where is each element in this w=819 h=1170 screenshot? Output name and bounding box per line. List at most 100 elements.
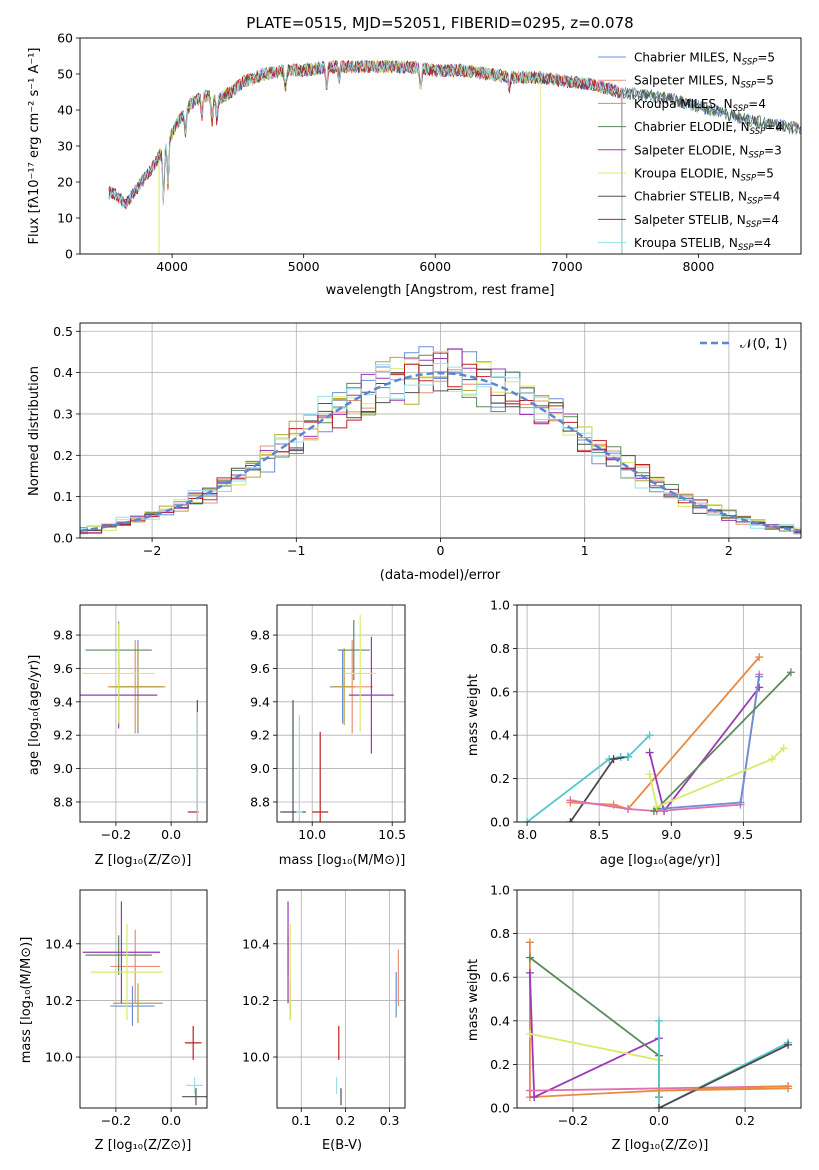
weight-marker <box>768 755 777 764</box>
weight-series-line <box>656 676 761 810</box>
plot-content <box>80 621 199 822</box>
y-tick-label: 0.6 <box>490 684 510 699</box>
axes-frame <box>276 889 406 1109</box>
x-tick-label: 8.0 <box>517 827 537 842</box>
mass-vs-ebv-xlabel: E(B-V) <box>322 1138 362 1153</box>
y-tick-label: 0.8 <box>490 641 510 656</box>
weight-marker <box>655 1104 663 1108</box>
spectrum-title: PLATE=0515, MJD=52051, FIBERID=0295, z=0… <box>246 14 633 32</box>
x-tick-label: 8000 <box>682 259 714 274</box>
y-tick-label: 10.4 <box>242 936 270 951</box>
y-tick-label: 0.4 <box>53 365 73 380</box>
y-tick-label: 1.0 <box>490 883 510 898</box>
spectrum-legend: Chabrier MILES, NSSP=5 Salpeter MILES, NS… <box>598 51 783 253</box>
y-tick-label: 10.2 <box>242 993 270 1008</box>
x-tick-label: −0.2 <box>558 1113 588 1128</box>
weight-marker <box>523 818 532 822</box>
y-tick-label: 0.2 <box>53 448 73 463</box>
axes-frame <box>79 889 208 1109</box>
weight-vs-age-xlabel: age [log₁₀(age/yr)] <box>600 853 721 868</box>
weight-series-line <box>529 1033 660 1061</box>
histogram-series-step <box>80 356 801 535</box>
x-tick-label: 2 <box>725 543 733 558</box>
weight-marker <box>624 752 633 761</box>
spectrum-series-line <box>108 59 623 254</box>
plot-content <box>80 346 801 535</box>
residuals-xlabel: (data-model)/error <box>380 568 501 583</box>
x-tick-label: 6000 <box>419 259 451 274</box>
y-tick-label: 9.8 <box>250 628 270 643</box>
axes-frame <box>79 322 802 539</box>
x-tick-label: 9.5 <box>733 827 753 842</box>
x-tick-label: 0.2 <box>335 1113 355 1128</box>
y-tick-label: 0.2 <box>490 1057 510 1072</box>
y-tick-label: 0.5 <box>53 324 73 339</box>
y-tick-label: 0.0 <box>490 815 510 830</box>
axes-frame <box>516 604 802 823</box>
spectrum-series-line <box>108 60 623 254</box>
x-tick-label: −0.2 <box>101 827 131 842</box>
x-tick-label: 0.0 <box>161 827 181 842</box>
weight-marker <box>784 1040 793 1049</box>
age-vs-metallicity-panel: −0.2 0.0 8.8 9.0 9.2 9.4 9.6 9.8 <box>53 604 208 842</box>
legend-entry: Kroupa STELIB, NSSP=4 <box>634 236 771 253</box>
y-tick-label: 8.8 <box>250 794 270 809</box>
age-vs-metallicity-xlabel: Z [log₁₀(Z/Z⊙)] <box>95 853 192 868</box>
weight-marker <box>609 755 618 764</box>
weight-vs-age-panel: 8.0 8.5 9.0 9.5 0.0 0.2 0.4 0.6 0.8 1.0 <box>490 598 802 842</box>
y-tick-label: 0.8 <box>490 926 510 941</box>
weight-marker <box>566 796 575 805</box>
legend-entry: Kroupa ELODIE, NSSP=5 <box>634 167 774 184</box>
y-tick-label: 1.0 <box>490 598 510 613</box>
plot-content <box>108 59 801 254</box>
y-tick-label: 0 <box>65 247 73 262</box>
spectrum-plot-area: 4000 5000 6000 7000 8000 0 10 20 30 40 50 60 <box>57 31 802 274</box>
x-tick-label: 10.0 <box>298 827 326 842</box>
weight-series-line <box>529 942 789 1099</box>
y-tick-label: 9.4 <box>53 694 73 709</box>
residuals-legend: 𝒩(0, 1) <box>700 337 787 352</box>
y-tick-label: 9.8 <box>53 628 73 643</box>
x-tick-label: −1 <box>287 543 305 558</box>
x-tick-label: 0.0 <box>161 1113 181 1128</box>
weight-series-line <box>627 734 651 758</box>
y-tick-label: 0.2 <box>490 771 510 786</box>
axes-frame <box>516 889 802 1109</box>
weight-marker <box>525 938 534 947</box>
weight-marker <box>624 804 633 813</box>
histogram-series-step <box>80 350 801 532</box>
x-tick-label: 9.0 <box>661 827 681 842</box>
weight-marker <box>755 672 764 681</box>
x-tick-label: 8.5 <box>589 827 609 842</box>
y-tick-label: 9.6 <box>250 661 270 676</box>
residuals-panel: −2 −1 0 1 2 0.0 0.1 0.2 0.3 0.4 0.5 (data-model)/e… <box>27 322 802 583</box>
mass-vs-metallicity-panel: −0.2 0.0 10.0 10.2 10.4 <box>45 889 208 1128</box>
y-tick-label: 0.3 <box>53 406 73 421</box>
legend-entry: Salpeter ELODIE, NSSP=3 <box>634 143 782 160</box>
weight-marker <box>645 770 654 779</box>
plot-content <box>82 901 207 1106</box>
x-tick-label: −0.2 <box>101 1113 131 1128</box>
weight-marker <box>525 968 534 977</box>
y-tick-label: 9.0 <box>250 761 270 776</box>
histogram-series-step <box>80 362 801 535</box>
age-vs-metallicity-ylabel: age [log₁₀(age/yr)] <box>27 655 42 776</box>
histogram-series-step <box>80 361 801 531</box>
y-tick-label: 10.2 <box>45 993 73 1008</box>
weight-marker <box>525 1086 534 1095</box>
weight-series-line <box>648 747 785 809</box>
legend-entry: Chabrier STELIB, NSSP=4 <box>634 190 780 207</box>
normal-curve-legend-label: 𝒩(0, 1) <box>740 337 787 352</box>
residuals-ylabel: Normed distribution <box>27 366 42 496</box>
weight-marker <box>652 802 661 811</box>
legend-entry: Chabrier MILES, NSSP=5 <box>634 51 775 68</box>
mass-vs-ebv-panel: 0.1 0.2 0.3 10.0 10.2 10.4 <box>242 889 406 1128</box>
weight-marker <box>755 653 764 662</box>
legend-entry: Salpeter MILES, NSSP=5 <box>634 74 774 91</box>
y-tick-label: 0.4 <box>490 1013 510 1028</box>
y-tick-label: 0.4 <box>490 728 510 743</box>
weight-marker <box>566 818 575 822</box>
y-tick-label: 40 <box>57 103 73 118</box>
spectrum-xlabel: wavelength [Angstrom, rest frame] <box>326 283 555 298</box>
